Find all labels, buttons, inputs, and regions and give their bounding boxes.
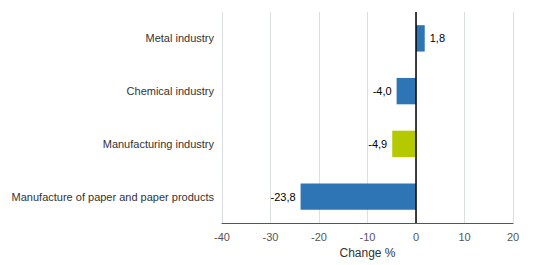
- svg-text:Change %: Change %: [339, 246, 395, 260]
- svg-text:Chemical industry: Chemical industry: [127, 85, 215, 97]
- svg-text:0: 0: [413, 231, 419, 243]
- svg-text:-10: -10: [360, 231, 376, 243]
- svg-text:-20: -20: [311, 231, 327, 243]
- svg-text:10: 10: [458, 231, 470, 243]
- svg-text:-4,0: -4,0: [373, 85, 392, 97]
- svg-text:Manufacturing industry: Manufacturing industry: [103, 138, 215, 150]
- svg-text:-4,9: -4,9: [368, 138, 387, 150]
- svg-text:Manufacture of paper and paper: Manufacture of paper and paper products: [12, 191, 215, 203]
- svg-text:-30: -30: [263, 231, 279, 243]
- svg-text:-40: -40: [214, 231, 230, 243]
- svg-text:20: 20: [507, 231, 519, 243]
- svg-text:Metal industry: Metal industry: [146, 32, 215, 44]
- svg-text:-23,8: -23,8: [270, 191, 295, 203]
- svg-text:1,8: 1,8: [430, 32, 445, 44]
